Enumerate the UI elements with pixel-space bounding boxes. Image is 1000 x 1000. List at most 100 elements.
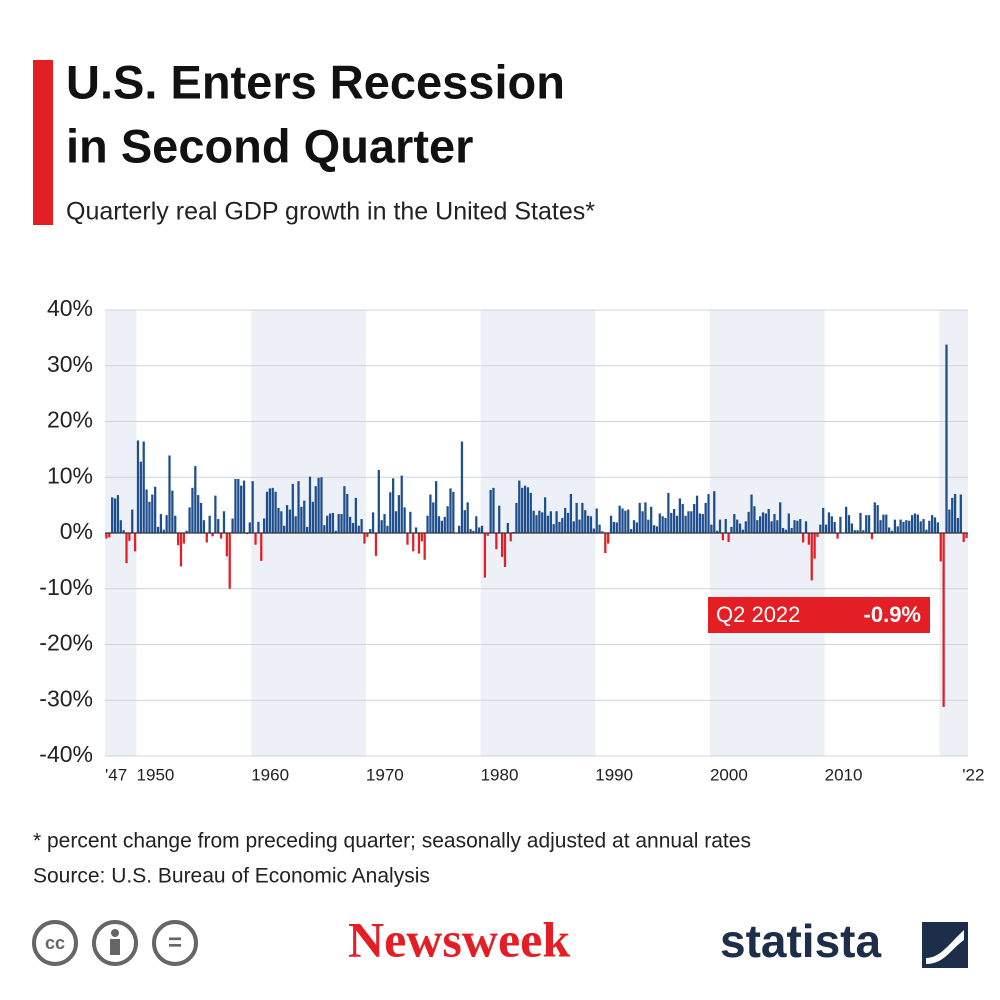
- bar: [627, 509, 630, 533]
- bar: [862, 530, 865, 533]
- bar: [575, 502, 578, 533]
- x-tick-label: 1970: [366, 765, 404, 784]
- bar: [242, 480, 246, 533]
- bar: [125, 533, 128, 564]
- bar: [397, 495, 401, 533]
- bar: [701, 514, 704, 533]
- bar: [965, 533, 968, 539]
- bar: [779, 502, 782, 533]
- bar: [538, 510, 541, 533]
- bar: [472, 530, 475, 533]
- bar: [529, 492, 532, 533]
- bar: [314, 486, 317, 533]
- bar: [721, 533, 724, 541]
- bar: [893, 519, 897, 533]
- bar: [850, 523, 854, 533]
- bar: [635, 522, 638, 533]
- bar: [526, 487, 530, 533]
- bar: [297, 481, 300, 533]
- bar: [959, 494, 962, 533]
- bar: [156, 526, 160, 533]
- bar: [168, 455, 171, 533]
- bar: [624, 510, 627, 533]
- bar: [796, 520, 799, 533]
- bar: [162, 529, 165, 533]
- bar: [802, 533, 805, 543]
- bar: [111, 497, 114, 533]
- bar: [847, 515, 851, 533]
- bar: [475, 516, 478, 533]
- icon: [92, 920, 138, 966]
- bar: [317, 477, 320, 533]
- bar: [463, 510, 466, 533]
- bar: [922, 519, 925, 533]
- y-tick-label: 40%: [47, 295, 93, 321]
- bar: [830, 516, 833, 533]
- bar: [414, 527, 418, 533]
- bar: [647, 519, 650, 533]
- bar: [569, 493, 573, 533]
- bar: [349, 516, 352, 533]
- bar: [781, 527, 785, 533]
- x-tick-label: 2010: [825, 765, 863, 784]
- bar: [437, 516, 441, 533]
- bar: [366, 533, 369, 537]
- bar: [392, 478, 395, 533]
- bar: [412, 533, 415, 552]
- bar: [185, 530, 188, 533]
- y-tick-label: -20%: [39, 630, 93, 656]
- bar: [480, 525, 484, 533]
- bar: [291, 483, 294, 533]
- chart-title: U.S. Enters Recession: [66, 55, 565, 108]
- bar: [403, 507, 406, 533]
- bar: [145, 489, 148, 533]
- bar: [197, 495, 200, 533]
- y-tick-label: 10%: [47, 462, 93, 488]
- icon-text: cc: [45, 933, 65, 953]
- bar: [601, 531, 604, 533]
- bar: [953, 493, 957, 533]
- bar: [260, 533, 263, 561]
- bar: [867, 515, 871, 533]
- bar: [910, 515, 914, 533]
- bar: [466, 502, 469, 533]
- bar: [744, 521, 747, 533]
- bar: [816, 533, 819, 537]
- bar: [254, 533, 257, 545]
- x-tick-label: 1960: [251, 765, 289, 784]
- bar: [549, 511, 552, 533]
- bar: [500, 533, 504, 557]
- bar: [684, 515, 687, 533]
- bar: [833, 521, 836, 533]
- y-tick-label: -10%: [39, 574, 93, 600]
- bar: [773, 514, 776, 533]
- bar: [489, 490, 492, 533]
- bar: [638, 502, 641, 533]
- bar: [446, 506, 449, 533]
- bar: [303, 500, 306, 533]
- bar: [486, 533, 489, 536]
- bar: [652, 525, 656, 533]
- bar: [369, 529, 372, 533]
- bar: [741, 529, 745, 533]
- bar: [323, 525, 326, 533]
- bar: [713, 491, 716, 533]
- bar: [208, 515, 211, 533]
- bar: [644, 502, 647, 533]
- bar: [469, 529, 472, 533]
- bar: [761, 512, 765, 533]
- annotation-box: [708, 597, 930, 633]
- bar: [357, 525, 360, 533]
- bar: [670, 512, 673, 533]
- bar: [131, 509, 134, 533]
- x-tick-label: 1990: [595, 765, 633, 784]
- x-tick-label: 1950: [137, 765, 175, 784]
- bar: [518, 480, 521, 533]
- bar: [237, 478, 240, 533]
- bar: [704, 502, 707, 533]
- bar: [558, 521, 561, 533]
- bar: [343, 486, 346, 533]
- bar: [641, 511, 644, 533]
- bar: [248, 522, 251, 533]
- y-tick-label: 20%: [47, 407, 93, 433]
